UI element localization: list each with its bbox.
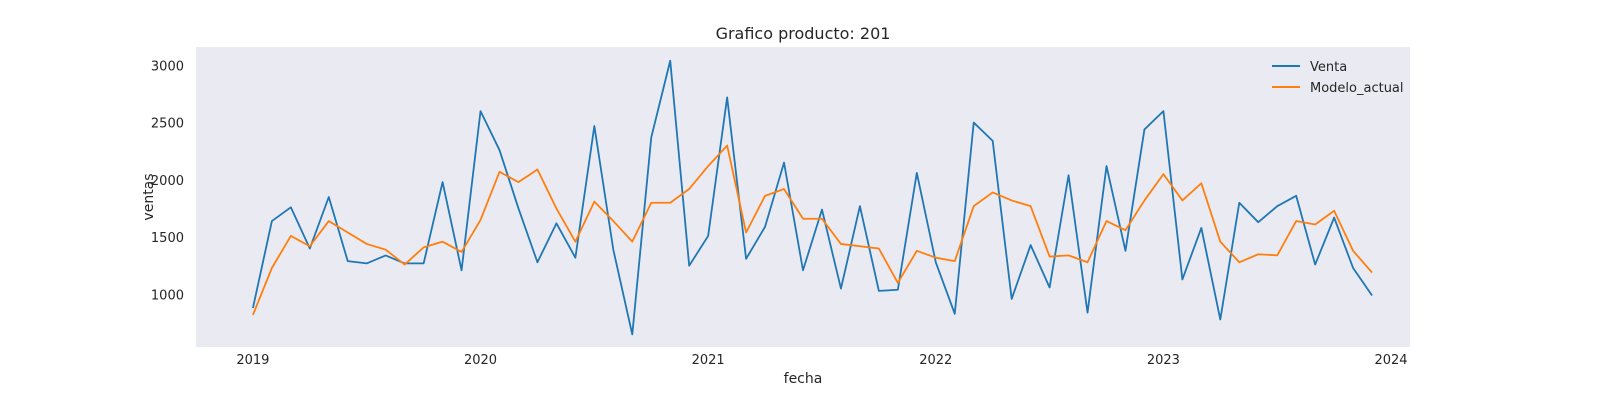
series-line-venta xyxy=(252,59,1373,336)
x-tick-label: 2021 xyxy=(692,353,725,368)
legend-label: Modelo_actual xyxy=(1310,81,1404,96)
legend-label: Venta xyxy=(1310,60,1347,75)
plot-area xyxy=(196,47,1410,347)
legend: Venta Modelo_actual xyxy=(1272,60,1404,96)
x-tick-label: 2019 xyxy=(236,353,269,368)
x-tick-label: 2022 xyxy=(919,353,952,368)
y-tick-label: 3000 xyxy=(151,59,184,74)
chart-title: Grafico producto: 201 xyxy=(716,24,891,43)
y-tick-label: 1500 xyxy=(151,231,184,246)
x-tick-label: 2024 xyxy=(1374,353,1407,368)
series-lines xyxy=(252,59,1373,336)
x-axis-label: fecha xyxy=(784,371,823,387)
x-tick-label: 2020 xyxy=(464,353,497,368)
series-line-modelo-actual xyxy=(252,144,1373,316)
y-tick-label: 1000 xyxy=(151,288,184,303)
y-axis-label: ventas xyxy=(141,173,157,220)
x-tick-label: 2023 xyxy=(1147,353,1180,368)
y-axis-ticks: 1000 1500 2000 2500 3000 xyxy=(151,59,184,303)
y-tick-label: 2500 xyxy=(151,117,184,132)
x-axis-ticks: 2019 2020 2021 2022 2023 2024 xyxy=(236,353,1407,368)
y-tick-label: 2000 xyxy=(151,174,184,189)
